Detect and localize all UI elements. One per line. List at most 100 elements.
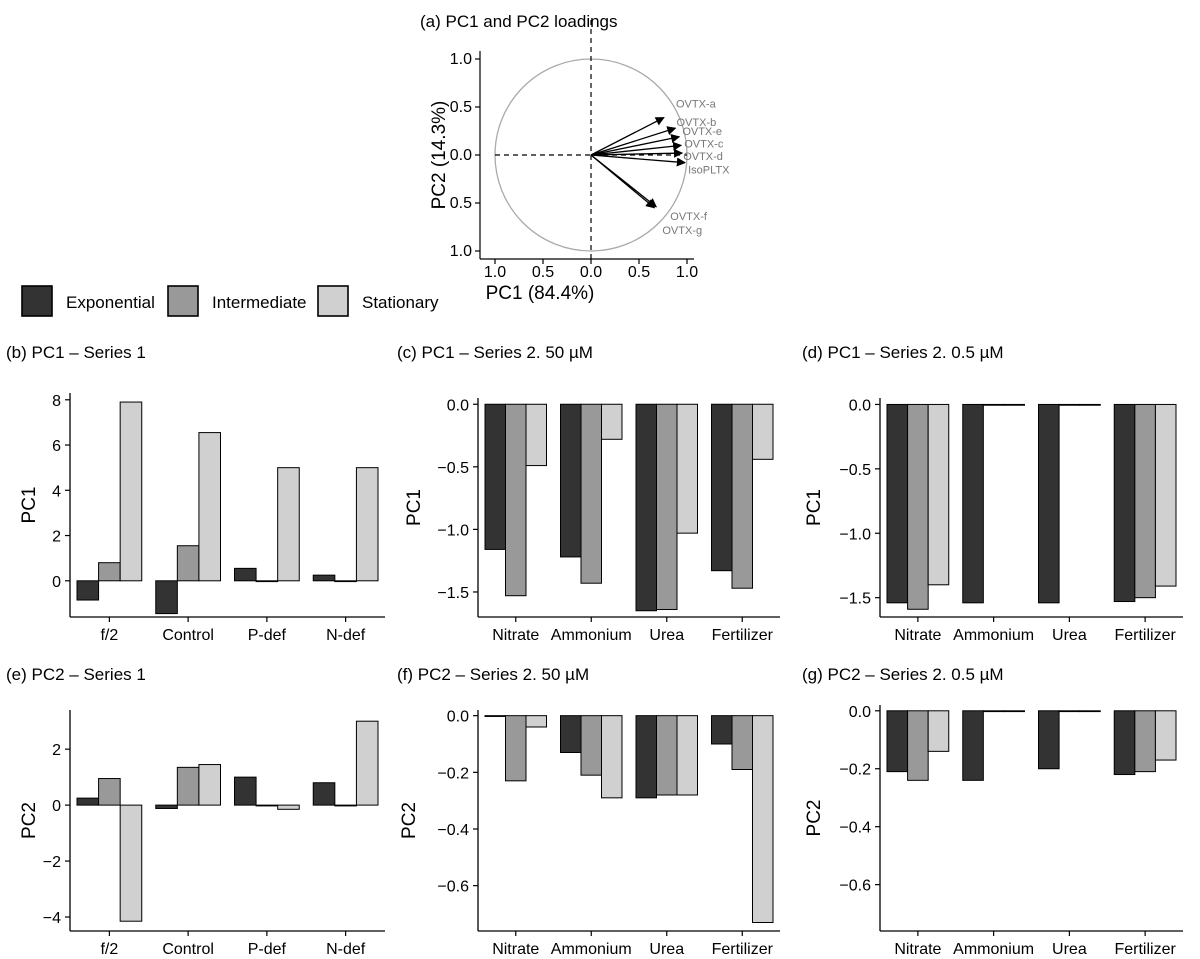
bar-g-intermediate-urea <box>1058 710 1081 713</box>
panel-c-pc1-series2-50uM: (c) PC1 – Series 2. 50 µM 0.0 −0.5 −1.0 −1.… <box>397 343 780 644</box>
bar-e-stationary-f2 <box>119 804 143 922</box>
bar-g-exponential-fertilizer <box>1113 710 1136 776</box>
bar-b-intermediate-control <box>176 545 200 582</box>
panel-a-xtick-label: 0.5 <box>532 264 554 281</box>
panel-a-xtick-label: 0.0 <box>580 264 602 281</box>
bar-b-stationary-ndef <box>355 467 379 582</box>
panel-e-ytick-label: −4 <box>43 910 61 927</box>
panel-d-title: (d) PC1 – Series 2. 0.5 µM <box>802 343 1004 362</box>
panel-d-xtick-label: Ammonium <box>953 627 1034 644</box>
panel-g-xtick-label: Fertilizer <box>1114 941 1176 954</box>
panel-b-xtick-label: N-def <box>326 627 366 644</box>
panel-d-ytick-label: −0.5 <box>839 462 871 479</box>
panel-f-pc2-series2-50uM: (f) PC2 – Series 2. 50 µM 0.0 −0.2 −0.4 −0.… <box>397 665 780 958</box>
bar-d-stationary-ammonium <box>1003 403 1026 406</box>
legend-label-stationary: Stationary <box>362 293 439 312</box>
bar-c-stationary-ammonium <box>601 403 623 440</box>
panel-d-ytick-label: 0.0 <box>849 397 871 414</box>
loading-label: OVTX-c <box>684 138 724 150</box>
panel-e-ytick-label: 2 <box>52 742 61 759</box>
panel-c-xtick-label: Fertilizer <box>712 627 774 644</box>
panel-g-ytick-label: −0.4 <box>839 820 871 837</box>
panel-g-pc2-series2-05uM: (g) PC2 – Series 2. 0.5 µM 0.0 −0.2 −0.4 −0… <box>802 665 1183 958</box>
bar-f-intermediate-ammonium <box>580 715 602 776</box>
loading-label: OVTX-g <box>662 225 702 237</box>
panel-f-xtick-label: Fertilizer <box>712 941 774 954</box>
bar-g-stationary-nitrate <box>927 710 950 752</box>
loading-label: IsoPLTX <box>688 165 730 177</box>
panel-g-xtick-label: Urea <box>1052 941 1087 954</box>
panel-b-ytick-label: 0 <box>52 574 61 591</box>
bar-b-intermediate-pdef <box>255 580 279 583</box>
panel-f-ytick-label: −0.4 <box>437 822 469 839</box>
panel-a-xtick-label: 1.0 <box>676 264 698 281</box>
panel-d-xtick-label: Nitrate <box>894 627 941 644</box>
panel-a-xtick-label: 0.5 <box>628 264 650 281</box>
panel-c-ytick-label: 0.0 <box>447 397 469 414</box>
panel-a-ytick-label: 0.5 <box>450 99 472 116</box>
panel-a-y-axis-label: PC2 (14.3%) <box>429 101 450 210</box>
panel-e-ytick-label: −2 <box>43 854 61 871</box>
panel-e-xtick-label: P-def <box>248 941 287 954</box>
bar-d-exponential-ammonium <box>962 403 984 604</box>
bar-d-intermediate-ammonium <box>982 403 1005 406</box>
bar-c-intermediate-nitrate <box>505 403 527 597</box>
panel-g-y-axis-label: PC2 <box>804 800 825 837</box>
bar-c-intermediate-fertilizer <box>731 403 753 589</box>
bar-d-intermediate-urea <box>1058 403 1081 406</box>
loading-arrow <box>590 116 665 156</box>
panel-g-title: (g) PC2 – Series 2. 0.5 µM <box>802 665 1004 684</box>
bar-g-exponential-urea <box>1038 710 1060 770</box>
bar-b-exponential-ndef <box>312 574 336 582</box>
bar-f-exponential-fertilizer <box>711 715 733 745</box>
loading-label: OVTX-b <box>676 117 716 129</box>
bar-d-stationary-nitrate <box>927 403 950 586</box>
bar-b-stationary-control <box>198 432 222 582</box>
panel-e-ytick-label: 0 <box>52 798 61 815</box>
panel-c-xtick-label: Ammonium <box>551 627 632 644</box>
panel-e-xtick-label: N-def <box>326 941 366 954</box>
bar-c-stationary-fertilizer <box>752 403 774 460</box>
panel-b-ytick-label: 4 <box>52 483 61 500</box>
panel-f-xtick-label: Nitrate <box>492 941 539 954</box>
panel-a-ytick-label: 1.0 <box>450 243 472 260</box>
bar-e-stationary-control <box>198 764 222 806</box>
bar-d-exponential-urea <box>1038 403 1060 604</box>
bar-c-exponential-ammonium <box>560 403 582 558</box>
panel-f-y-axis-label: PC2 <box>399 802 420 839</box>
panel-a-title: (a) PC1 and PC2 loadings <box>420 12 618 31</box>
bar-e-intermediate-f2 <box>98 778 121 806</box>
panel-f-ytick-label: −0.6 <box>437 879 469 896</box>
panel-c-y-axis-label: PC1 <box>404 489 425 526</box>
bar-d-exponential-fertilizer <box>1113 403 1136 603</box>
panel-c-ytick-label: −0.5 <box>437 460 469 477</box>
panel-c-xtick-label: Urea <box>649 627 684 644</box>
panel-e-y-axis-label: PC2 <box>19 802 40 839</box>
bar-e-exponential-pdef <box>234 776 257 806</box>
bar-e-intermediate-pdef <box>255 804 279 807</box>
loading-label: OVTX-d <box>683 151 723 163</box>
bar-g-stationary-urea <box>1079 710 1101 713</box>
bar-d-stationary-urea <box>1079 403 1101 406</box>
bar-b-stationary-f2 <box>119 401 143 582</box>
legend-swatch-intermediate <box>167 285 199 317</box>
panel-g-ytick-label: −0.6 <box>839 878 871 895</box>
panel-a-x-axis-label: PC1 (84.4%) <box>486 283 595 304</box>
loading-arrow <box>590 126 677 156</box>
bar-e-exponential-ndef <box>312 782 336 806</box>
panel-a-xtick-label: 1.0 <box>484 264 506 281</box>
panel-b-xtick-label: P-def <box>248 627 287 644</box>
bar-g-intermediate-fertilizer <box>1134 710 1156 773</box>
panel-d-ytick-label: −1.5 <box>839 591 871 608</box>
panel-b-pc1-series1: (b) PC1 – Series 1 0 2 4 6 8 PC1 f/2 Control P-d… <box>6 343 385 644</box>
panel-f-ytick-label: 0.0 <box>447 709 469 726</box>
bar-d-intermediate-fertilizer <box>1134 403 1156 599</box>
bar-d-intermediate-nitrate <box>907 403 929 610</box>
legend-label-intermediate: Intermediate <box>212 293 307 312</box>
panel-e-title: (e) PC2 – Series 1 <box>6 665 146 684</box>
panel-d-ytick-label: −1.0 <box>839 526 871 543</box>
bar-c-exponential-fertilizer <box>711 403 733 572</box>
panel-b-ytick-label: 6 <box>52 438 61 455</box>
